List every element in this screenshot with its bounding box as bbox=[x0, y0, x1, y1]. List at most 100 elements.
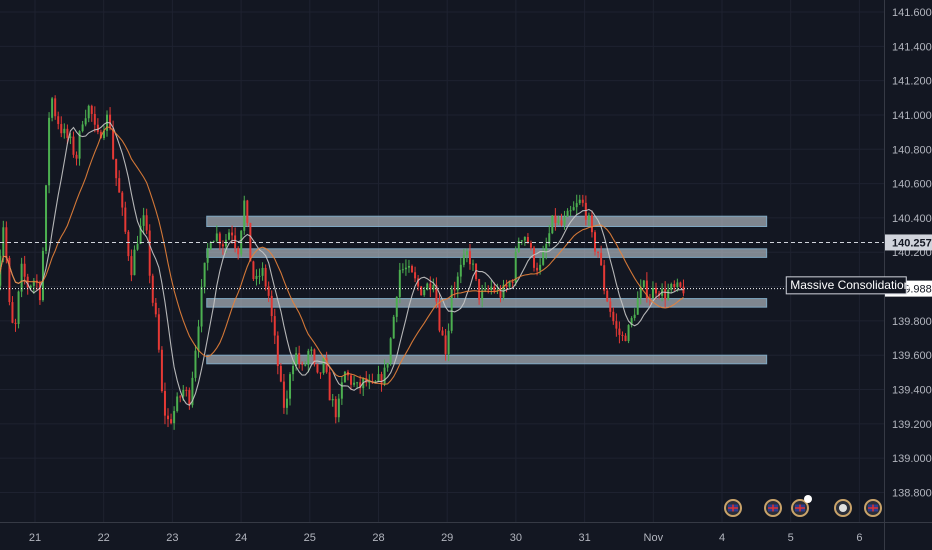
candle-body bbox=[609, 301, 612, 312]
candle-body bbox=[157, 314, 160, 350]
candle-body bbox=[45, 185, 48, 251]
candle-body bbox=[215, 233, 218, 242]
candle-body bbox=[484, 289, 487, 291]
candle-body bbox=[490, 286, 493, 291]
candle-body bbox=[359, 382, 362, 389]
flag-icon[interactable] bbox=[764, 499, 782, 517]
candle-body bbox=[255, 275, 258, 279]
candle-body bbox=[639, 287, 642, 298]
candle-body bbox=[139, 225, 142, 244]
candle-body bbox=[395, 296, 398, 317]
candle-body bbox=[569, 210, 572, 212]
candle-body bbox=[600, 252, 603, 266]
candle-body bbox=[542, 251, 545, 265]
candle-body bbox=[539, 264, 542, 271]
candle-body bbox=[404, 267, 407, 270]
x-tick-label: 29 bbox=[441, 532, 453, 544]
candle-body bbox=[243, 200, 246, 231]
x-tick-label: 6 bbox=[856, 532, 862, 544]
candle-body bbox=[17, 291, 20, 324]
candle-body bbox=[160, 349, 163, 392]
candle-body bbox=[298, 353, 301, 364]
candle-body bbox=[23, 263, 26, 277]
candle-body bbox=[664, 289, 667, 300]
last-price-badge bbox=[885, 234, 932, 251]
candle-body bbox=[218, 233, 221, 245]
candle-body bbox=[276, 335, 279, 367]
candle-body bbox=[282, 381, 285, 408]
candle-body bbox=[11, 302, 14, 323]
last-price-label: 140.257 bbox=[892, 237, 932, 249]
candle-body bbox=[517, 240, 520, 252]
candle-body bbox=[322, 357, 325, 373]
candle-body bbox=[60, 124, 63, 134]
candle-body bbox=[557, 220, 560, 223]
candle-body bbox=[163, 391, 166, 416]
candle-body bbox=[191, 377, 194, 406]
candle-body bbox=[478, 279, 481, 300]
candle-body bbox=[90, 105, 93, 114]
moving-averages bbox=[0, 121, 684, 406]
candle-body bbox=[212, 241, 215, 243]
candle-body bbox=[81, 124, 84, 132]
y-tick-label: 141.000 bbox=[892, 110, 932, 122]
candle-body bbox=[523, 236, 526, 241]
candle-body bbox=[673, 283, 676, 287]
candle-body bbox=[462, 254, 465, 265]
candle-body bbox=[676, 282, 679, 287]
candle-body bbox=[520, 240, 523, 242]
candle-body bbox=[319, 372, 322, 374]
event-count-badge bbox=[804, 495, 812, 503]
candle-body bbox=[209, 242, 212, 250]
candle-body bbox=[112, 128, 115, 159]
candle-body bbox=[258, 275, 261, 277]
candle-body bbox=[331, 399, 334, 401]
x-tick-label: 4 bbox=[719, 532, 725, 544]
candle-body bbox=[499, 290, 502, 298]
candle-body bbox=[176, 396, 179, 412]
flag-icon[interactable] bbox=[864, 499, 882, 517]
candle-body bbox=[121, 192, 124, 208]
x-tick-label: 22 bbox=[98, 532, 110, 544]
flag-icon[interactable] bbox=[724, 499, 742, 517]
x-tick-label: 28 bbox=[372, 532, 384, 544]
candle-body bbox=[57, 116, 60, 125]
candle-body bbox=[295, 353, 298, 366]
candle-body bbox=[51, 98, 54, 118]
candle-body bbox=[551, 215, 554, 234]
candle-body bbox=[337, 398, 340, 418]
y-tick-label: 139.200 bbox=[892, 419, 932, 431]
candle-body bbox=[264, 267, 267, 287]
candle-body bbox=[130, 256, 133, 276]
candle-body bbox=[228, 232, 231, 240]
candle-body bbox=[642, 280, 645, 288]
candle-body bbox=[621, 334, 624, 336]
candle-body bbox=[173, 411, 176, 424]
calendar-dot-icon[interactable] bbox=[834, 499, 852, 517]
flag-icon[interactable] bbox=[791, 499, 809, 517]
candle-body bbox=[69, 136, 72, 138]
event-icons[interactable] bbox=[724, 495, 882, 517]
candle-body bbox=[624, 335, 627, 342]
candle-body bbox=[411, 265, 414, 273]
y-tick-label: 141.600 bbox=[892, 7, 932, 19]
candle-body bbox=[612, 311, 615, 322]
candle-body bbox=[127, 231, 130, 257]
candle-body bbox=[536, 267, 539, 271]
x-axis[interactable]: 21 22 23 24 25 28 29 30 31 Nov 4 5 6 bbox=[29, 532, 863, 544]
candle-body bbox=[407, 265, 410, 268]
candle-body bbox=[350, 375, 353, 385]
candle-body bbox=[465, 251, 468, 255]
candle-body bbox=[374, 381, 377, 383]
candle-body bbox=[249, 222, 252, 262]
consolidation-zone bbox=[206, 298, 768, 308]
candle-body bbox=[124, 207, 127, 232]
candle-body bbox=[109, 114, 112, 129]
candle-body bbox=[252, 261, 255, 279]
y-axis[interactable]: 141.600 141.400 141.200 141.000 140.800 140.6… bbox=[885, 7, 932, 499]
x-tick-label: 23 bbox=[166, 532, 178, 544]
candle-body bbox=[426, 283, 429, 290]
x-tick-label: 24 bbox=[235, 532, 247, 544]
candle-body bbox=[194, 350, 197, 378]
